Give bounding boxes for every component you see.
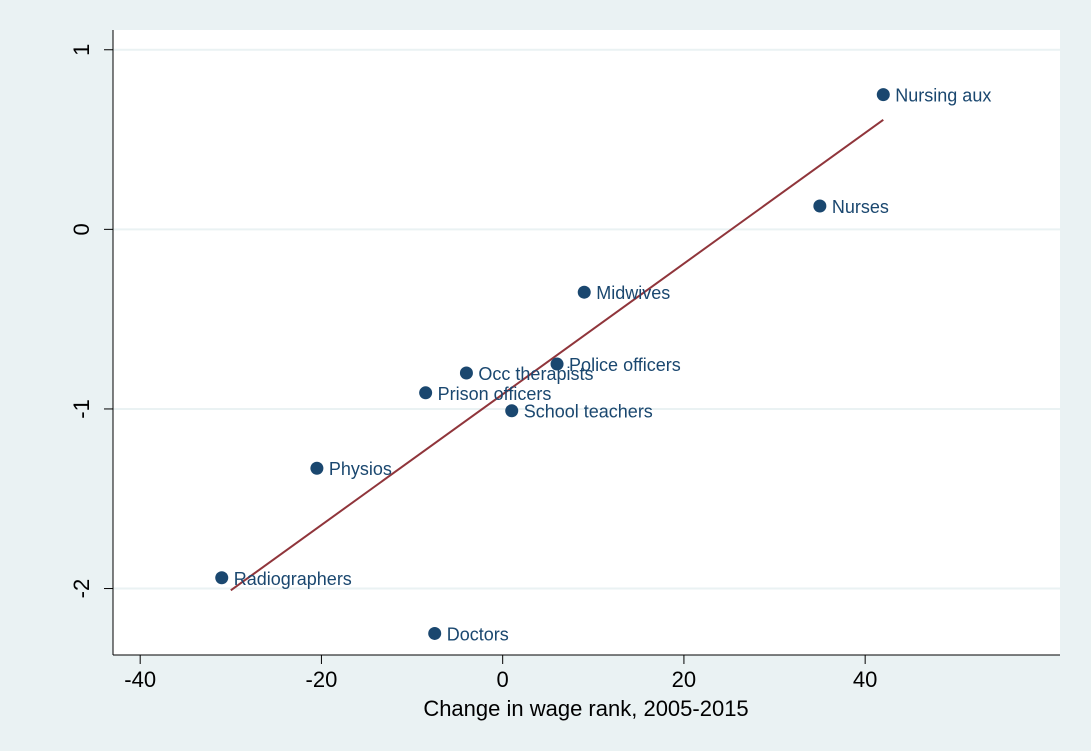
- point-label: Physios: [329, 459, 392, 479]
- point-label: Nurses: [832, 197, 889, 217]
- y-tick-label: -1: [69, 399, 94, 419]
- x-tick-label: 20: [672, 667, 696, 692]
- point: [550, 357, 564, 371]
- point: [310, 461, 324, 475]
- x-tick-label: 0: [497, 667, 509, 692]
- point-label: Midwives: [596, 283, 670, 303]
- point-label: Nursing aux: [895, 86, 991, 106]
- point: [505, 404, 519, 418]
- point-label: School teachers: [524, 402, 653, 422]
- point: [876, 88, 890, 102]
- x-tick-label: -20: [306, 667, 338, 692]
- x-axis-title: Change in wage rank, 2005-2015: [423, 696, 748, 721]
- point-label: Prison officers: [438, 384, 552, 404]
- point: [419, 386, 433, 400]
- y-tick-label: 0: [69, 223, 94, 235]
- y-tick-label: -2: [69, 579, 94, 599]
- point-label: Police officers: [569, 355, 681, 375]
- point-label: Occ therapists: [478, 364, 593, 384]
- y-tick-label: 1: [69, 44, 94, 56]
- point: [428, 626, 442, 640]
- point-label: Radiographers: [234, 569, 352, 589]
- point: [813, 199, 827, 213]
- point: [215, 571, 229, 585]
- x-tick-label: 40: [853, 667, 877, 692]
- x-tick-label: -40: [124, 667, 156, 692]
- point: [577, 285, 591, 299]
- point-label: Doctors: [447, 624, 509, 644]
- fit-line: [230, 118, 884, 592]
- point: [459, 366, 473, 380]
- plot-area: [113, 30, 1060, 655]
